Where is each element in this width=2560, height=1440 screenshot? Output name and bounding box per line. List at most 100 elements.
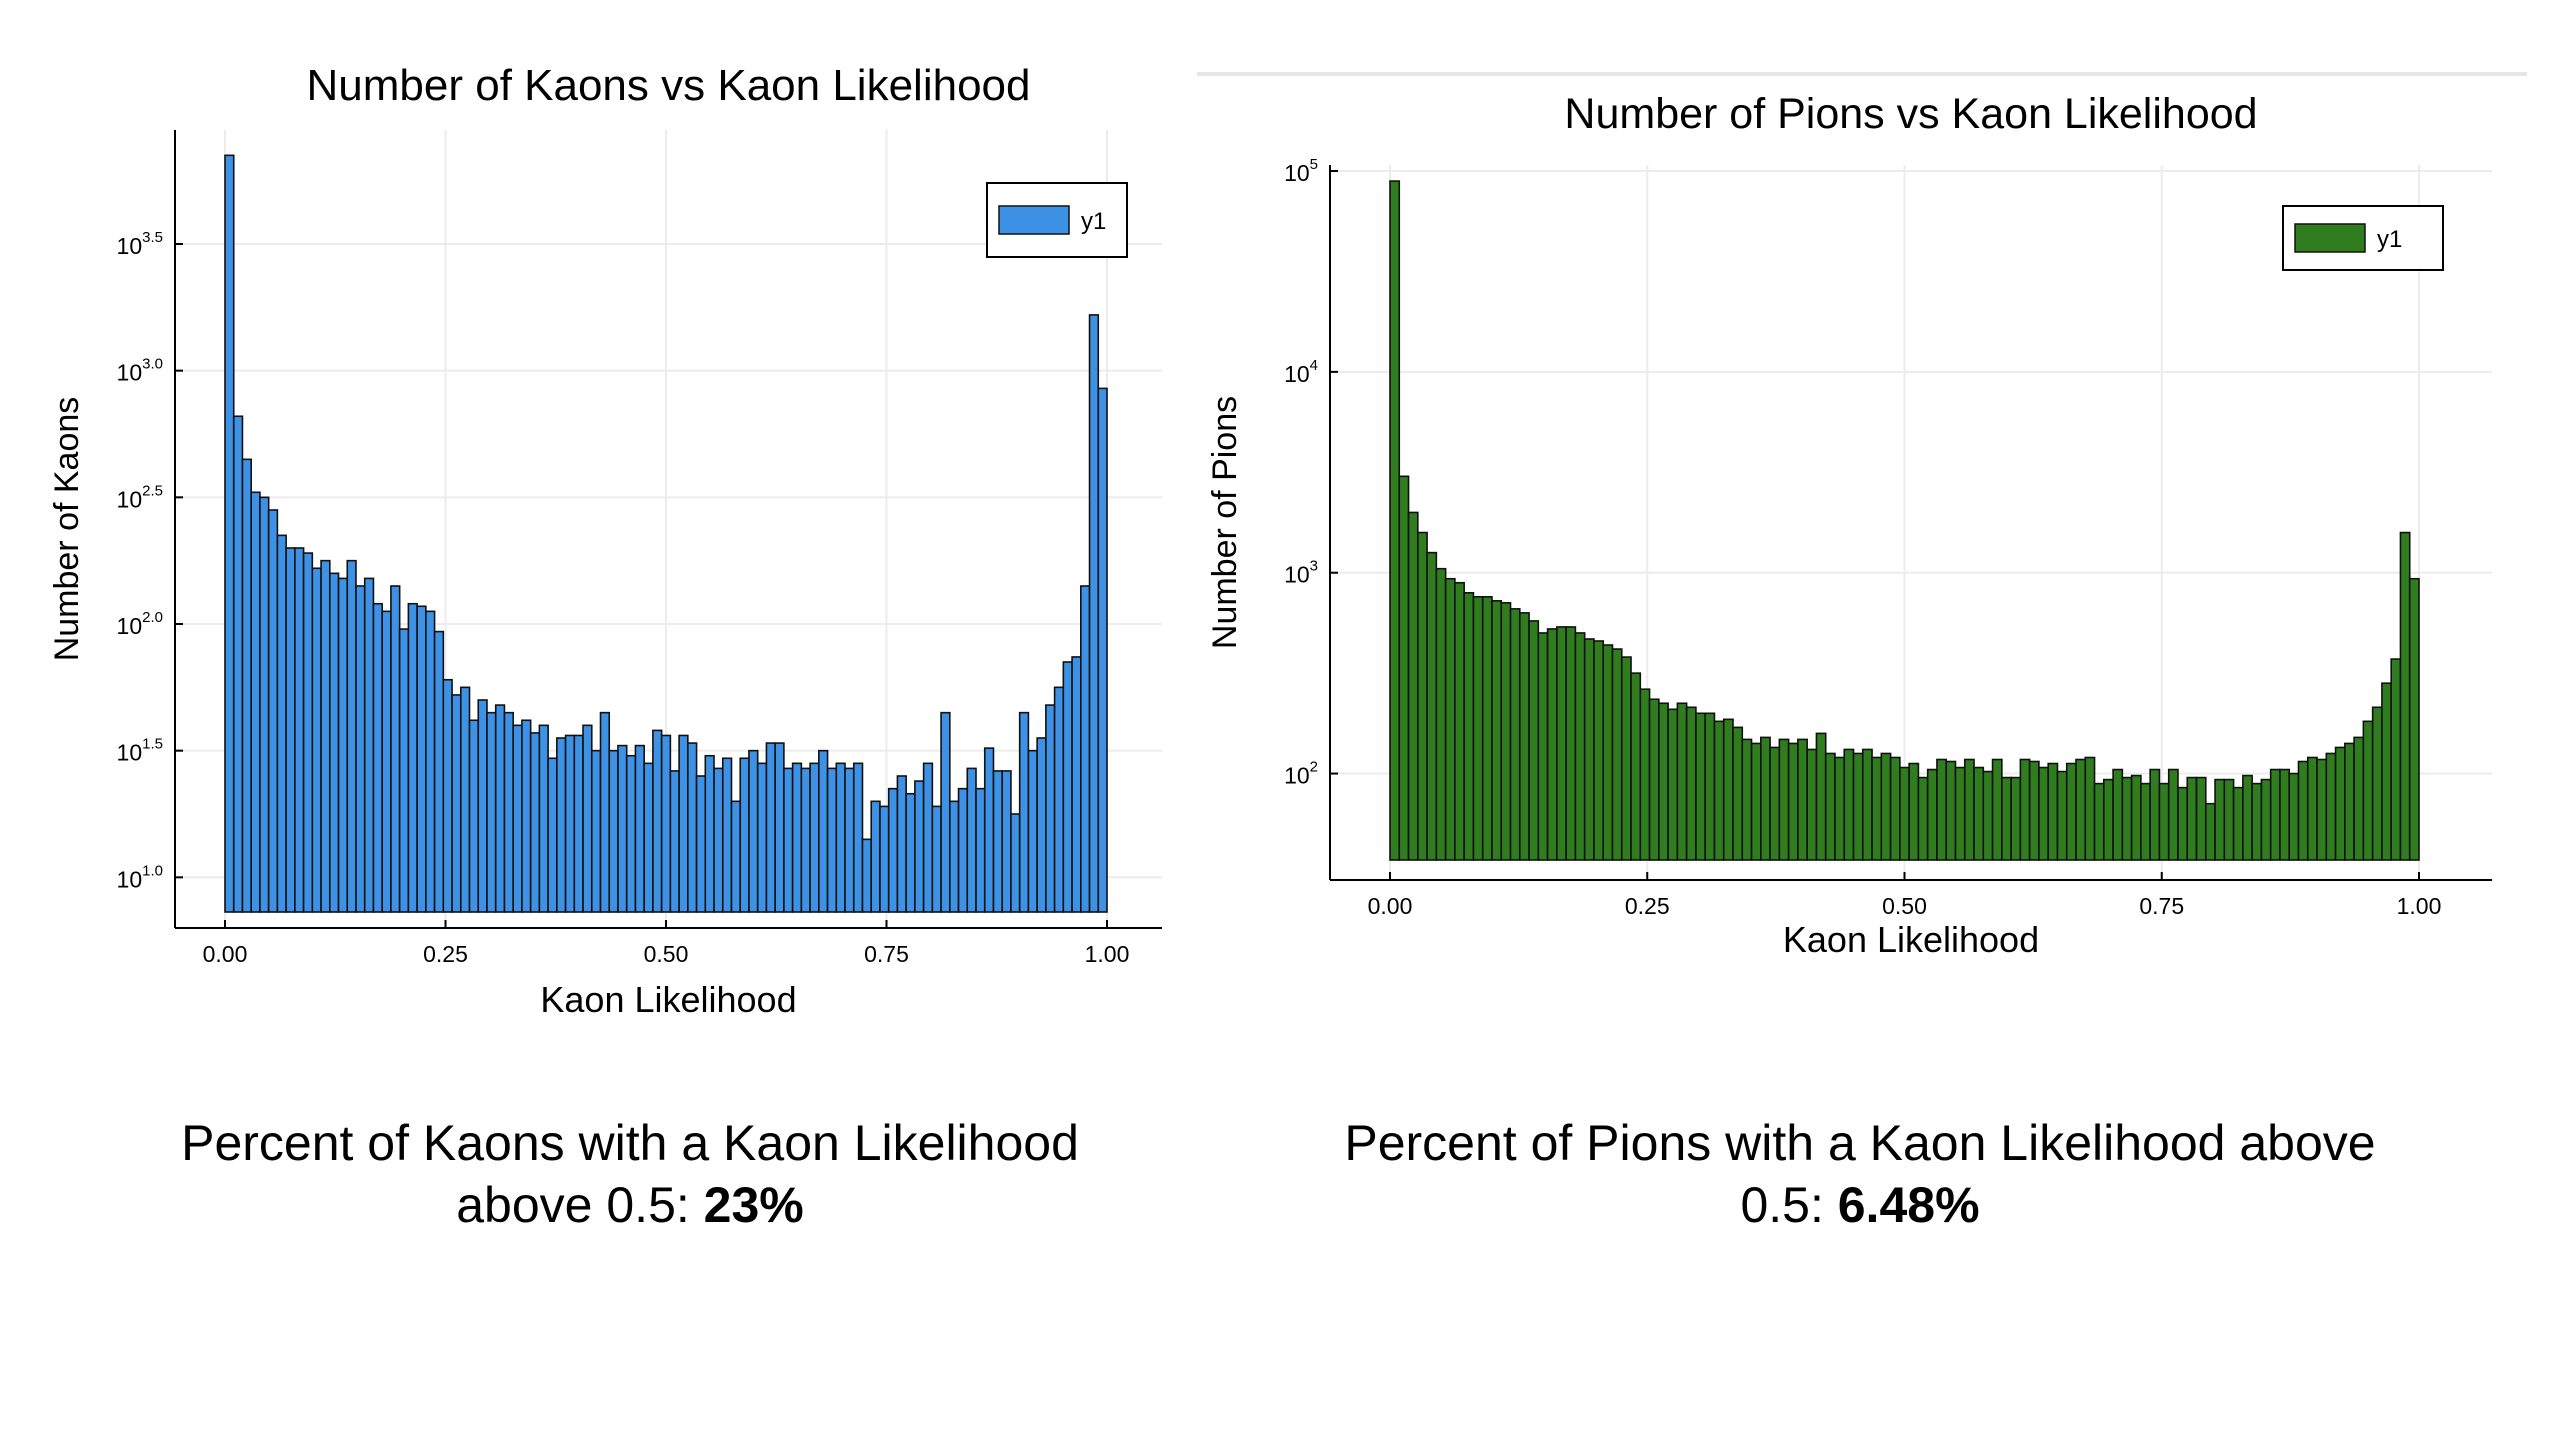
histogram-bar <box>1556 626 1567 861</box>
histogram-bar <box>2334 746 2346 861</box>
histogram-bar <box>582 724 593 913</box>
y-tick-label: 102.5 <box>117 482 163 512</box>
histogram-bar <box>2344 742 2355 861</box>
histogram-bar <box>2390 658 2402 861</box>
histogram-bar <box>739 757 750 913</box>
histogram-bar <box>1954 766 1966 861</box>
histogram-bar <box>669 770 680 913</box>
histogram-bar <box>783 767 794 913</box>
histogram-bar <box>1574 632 1586 861</box>
histogram-bar <box>2047 762 2059 861</box>
histogram-bar <box>1426 551 1438 861</box>
kaons-chart-panel: 0.00 0.25 0.50 0.75 1.00 101.0 101.5 102.0 102.5… <box>0 0 1190 1040</box>
histogram-bar <box>2223 778 2235 861</box>
histogram-bar <box>1080 585 1091 913</box>
kaons-caption-text: Percent of Kaons with a Kaon Likelihood … <box>181 1115 1079 1233</box>
histogram-bar <box>1824 752 1836 861</box>
histogram-bar <box>302 552 314 913</box>
histogram-bar <box>1593 640 1605 861</box>
histogram-bar <box>2084 756 2096 861</box>
histogram-bar <box>2121 776 2133 861</box>
legend-label: y1 <box>2377 226 2402 253</box>
histogram-bar <box>564 734 576 913</box>
kaons-caption-value: 23% <box>703 1177 804 1233</box>
histogram-bar <box>1658 702 1669 861</box>
histogram-bar <box>2056 770 2068 861</box>
histogram-bar <box>311 567 322 913</box>
histogram-bar <box>2260 778 2272 861</box>
histogram-bar <box>328 572 340 913</box>
histogram-bar <box>1843 748 1855 861</box>
y-tick-label: 104 <box>1284 357 1318 387</box>
pions-histogram: 0.00 0.25 0.50 0.75 1.00 102 103 104 105 Number o… <box>1206 90 2492 960</box>
histogram-bar <box>2158 782 2170 861</box>
histogram-bar <box>1834 756 1846 861</box>
histogram-bar <box>416 605 427 913</box>
histogram-bar <box>2195 776 2207 861</box>
histogram-bar <box>896 775 907 913</box>
histogram-bar <box>232 415 244 913</box>
histogram-bar <box>1676 702 1688 861</box>
y-tick-label: 103.5 <box>117 229 163 259</box>
top-divider-line <box>1197 72 2527 76</box>
histogram-bar <box>1991 758 2003 861</box>
histogram-bar <box>538 724 549 913</box>
x-tick-label: 1.00 <box>1085 941 1130 967</box>
histogram-bar <box>2065 762 2077 861</box>
histogram-bar <box>2103 778 2114 861</box>
histogram-bar <box>1797 738 1808 861</box>
histogram-bar <box>294 547 305 913</box>
histogram-bar <box>975 787 986 913</box>
histogram-bar <box>2325 752 2337 861</box>
y-tick-label: 102.0 <box>117 609 163 639</box>
histogram-bar <box>1491 600 1503 861</box>
histogram-bar <box>1010 813 1021 913</box>
histogram-bar <box>1787 742 1799 861</box>
histogram-bar <box>1639 688 1651 861</box>
y-axis-label: Number of Kaons <box>48 397 86 662</box>
histogram-bar <box>1407 511 1419 861</box>
histogram-bar <box>2408 577 2420 861</box>
histogram-bar <box>730 800 742 913</box>
histogram-bar <box>1036 737 1047 913</box>
histogram-bar <box>660 734 672 913</box>
histogram-bar <box>1778 738 1790 861</box>
x-tick-label: 0.00 <box>203 941 248 967</box>
histogram-bar <box>1001 770 1012 913</box>
histogram-bar <box>390 585 401 913</box>
histogram-bar <box>1097 387 1108 913</box>
x-tick-label: 0.75 <box>2139 893 2184 919</box>
histogram-bar <box>1071 656 1082 913</box>
legend-swatch <box>2294 223 2366 253</box>
histogram-bar <box>791 762 803 913</box>
kaons-histogram: 0.00 0.25 0.50 0.75 1.00 101.0 101.5 102.0 102.5… <box>48 61 1162 1020</box>
histogram-bar <box>547 757 558 913</box>
histogram-bar <box>983 747 995 913</box>
histogram-bar <box>1389 180 1401 861</box>
histogram-bar <box>1444 577 1456 861</box>
histogram-bar <box>599 711 611 913</box>
histogram-bar <box>1926 768 1938 861</box>
histogram-bar <box>774 742 785 913</box>
histogram-bar <box>2399 531 2411 861</box>
histogram-bar <box>2130 774 2142 861</box>
histogram-bar <box>407 602 418 913</box>
histogram-bar <box>1045 704 1056 913</box>
histogram-bar <box>2019 758 2031 861</box>
histogram-bar <box>1945 760 1957 861</box>
histogram-bar <box>2316 758 2328 861</box>
histogram-bar <box>1417 531 1428 861</box>
histogram-bar <box>459 686 471 913</box>
histogram-bar <box>1565 626 1577 861</box>
histogram-bar <box>224 154 235 913</box>
histogram-bar <box>494 704 506 913</box>
histogram-bar <box>477 699 488 913</box>
histogram-bar <box>704 754 715 913</box>
histogram-bar <box>1963 758 1975 861</box>
x-axis-label: Kaon Likelihood <box>1783 919 2039 960</box>
y-tick-label: 102 <box>1284 759 1318 789</box>
x-tick-label: 0.50 <box>1882 893 1927 919</box>
histogram-bar <box>826 767 838 913</box>
histogram-bar <box>2001 776 2012 861</box>
histogram-bar <box>1889 756 1901 861</box>
